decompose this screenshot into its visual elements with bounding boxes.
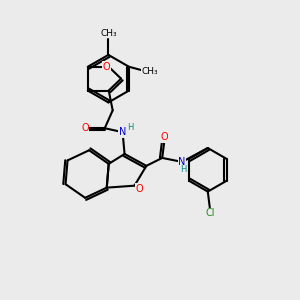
Text: O: O	[81, 123, 89, 133]
Text: CH₃: CH₃	[100, 28, 117, 38]
Text: N: N	[119, 127, 126, 137]
Text: Cl: Cl	[205, 208, 214, 218]
Text: H: H	[127, 123, 134, 132]
Text: CH₃: CH₃	[142, 67, 158, 76]
Text: N: N	[178, 157, 186, 167]
Text: O: O	[136, 184, 143, 194]
Text: O: O	[160, 132, 168, 142]
Text: H: H	[180, 165, 186, 174]
Text: O: O	[103, 62, 111, 72]
